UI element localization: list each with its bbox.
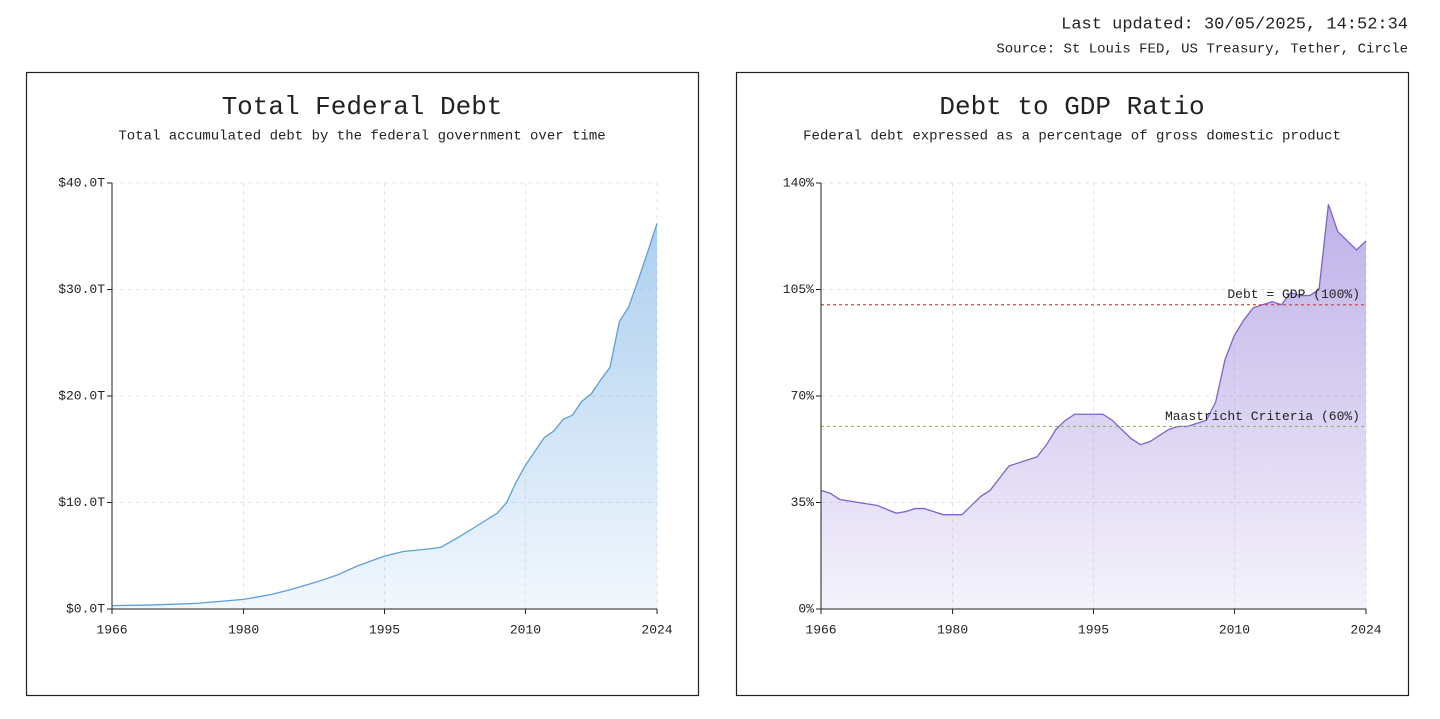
chart-subtitle: Federal debt expressed as a percentage o… <box>803 129 1341 145</box>
x-tick-label: 2024 <box>641 622 672 637</box>
y-tick-label: 105% <box>783 282 814 297</box>
reference-label: Maastricht Criteria (60%) <box>1165 409 1360 424</box>
area-line <box>111 223 658 607</box>
y-tick-label: 0% <box>798 601 814 616</box>
y-tick-label: 70% <box>791 388 815 403</box>
y-tick-label: $20.0T <box>58 388 105 403</box>
y-tick-label: 140% <box>783 175 814 190</box>
y-tick-label: 35% <box>791 495 815 510</box>
area-fill <box>821 204 1366 610</box>
y-tick-label: $40.0T <box>58 175 105 190</box>
last-updated: Last updated: 30/05/2025, 14:52:34 <box>1061 15 1408 34</box>
x-tick-label: 1966 <box>96 622 127 637</box>
y-tick-label: $30.0T <box>58 282 105 297</box>
y-tick-label: $0.0T <box>66 601 105 616</box>
chart-title: Total Federal Debt <box>222 92 503 122</box>
x-tick-label: 2010 <box>510 622 541 637</box>
area-fill <box>112 223 657 609</box>
x-tick-label: 2024 <box>1350 622 1381 637</box>
x-tick-label: 1980 <box>228 622 259 637</box>
reference-label: Debt = GDP (100%) <box>1227 287 1360 302</box>
chart-subtitle: Total accumulated debt by the federal go… <box>118 129 605 145</box>
source: Source: St Louis FED, US Treasury, Tethe… <box>996 42 1408 58</box>
x-tick-label: 2010 <box>1219 622 1250 637</box>
chart-title: Debt to GDP Ratio <box>939 92 1204 122</box>
x-tick-label: 1995 <box>369 622 400 637</box>
x-tick-label: 1966 <box>805 622 836 637</box>
y-tick-label: $10.0T <box>58 495 105 510</box>
x-tick-label: 1980 <box>937 622 968 637</box>
x-tick-label: 1995 <box>1078 622 1109 637</box>
